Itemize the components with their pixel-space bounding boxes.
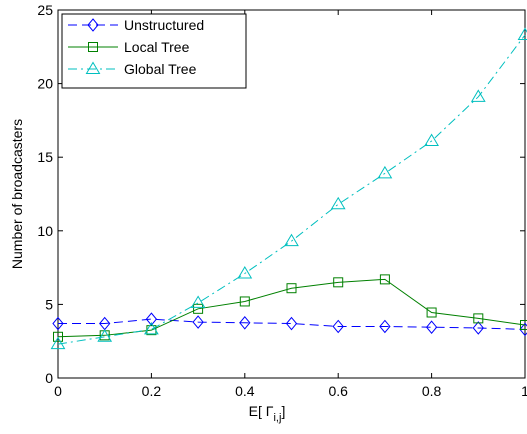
data-point [425, 320, 438, 334]
data-point [330, 196, 346, 210]
x-axis-label: E[ Γi,j] [249, 403, 286, 424]
y-tick-label: 0 [45, 370, 53, 386]
data-point [426, 307, 437, 318]
x-tick-label: 0.8 [422, 383, 442, 399]
data-point [237, 266, 253, 279]
x-tick-label: 1 [521, 383, 527, 399]
data-point [52, 316, 64, 331]
data-point [379, 319, 391, 334]
data-point [239, 316, 251, 330]
series-line [58, 318, 526, 330]
data-point [284, 233, 299, 247]
data-point [473, 313, 484, 324]
data-point [192, 315, 204, 329]
legend-marker [87, 18, 99, 32]
legend-label: Local Tree [124, 39, 190, 55]
data-point [379, 274, 390, 285]
data-point [97, 329, 113, 342]
x-tick-label: 0 [54, 383, 62, 399]
data-point [333, 277, 344, 288]
legend-label: Unstructured [124, 17, 204, 33]
x-axis-label-end: ] [281, 403, 285, 419]
series-global-tree [50, 27, 527, 350]
x-tick-label: 0.2 [142, 383, 162, 399]
data-point [193, 303, 204, 314]
data-point [285, 316, 298, 331]
data-point [377, 165, 393, 179]
legend: Unstructured Local Tree Global Tree [61, 13, 247, 89]
data-point [520, 320, 527, 331]
y-tick-label: 5 [45, 296, 53, 312]
data-point [53, 331, 63, 342]
x-tick-label: 0.6 [328, 383, 348, 399]
y-tick-label: 25 [37, 2, 53, 18]
data-point [472, 321, 484, 335]
y-tick-label: 20 [37, 76, 53, 92]
x-axis-label-main: E[ Γ [249, 403, 274, 419]
data-point [144, 321, 159, 335]
series-layer [50, 27, 527, 350]
data-point [145, 312, 158, 326]
x-axis-label-subscript: i,j [273, 412, 281, 424]
data-point [50, 336, 66, 350]
series-line [57, 34, 526, 345]
legend-label: Global Tree [124, 61, 197, 77]
data-point [239, 296, 250, 307]
data-point [424, 133, 439, 147]
legend-marker [88, 42, 98, 52]
data-point [517, 27, 527, 41]
data-point [332, 319, 344, 334]
data-point [519, 322, 527, 337]
y-axis-label: Number of broadcasters [9, 119, 25, 269]
legend-marker [85, 61, 101, 74]
data-point [286, 283, 297, 294]
x-tick-label: 0.4 [235, 383, 255, 399]
y-tick-label: 10 [37, 223, 53, 239]
data-point [190, 295, 206, 308]
data-point [470, 89, 486, 102]
y-tick-label: 15 [37, 149, 53, 165]
